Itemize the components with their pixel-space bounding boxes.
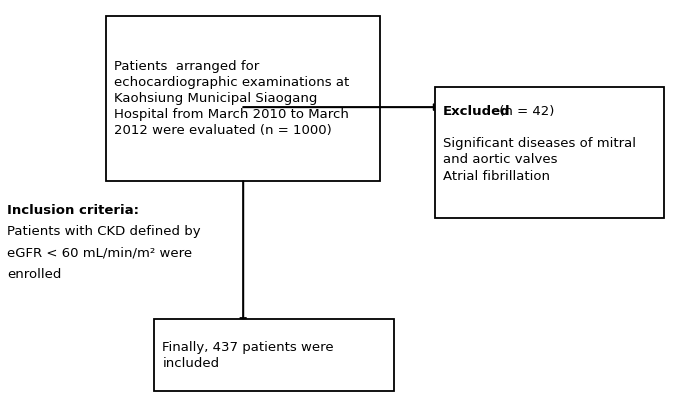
- Text: Finally, 437 patients were
included: Finally, 437 patients were included: [162, 341, 334, 370]
- Text: eGFR < 60 mL/min/m² were: eGFR < 60 mL/min/m² were: [7, 247, 192, 260]
- Text: (n = 42): (n = 42): [495, 105, 554, 118]
- Text: Inclusion criteria:: Inclusion criteria:: [7, 204, 139, 217]
- Text: Patients  arranged for
echocardiographic examinations at
Kaohsiung Municipal Sia: Patients arranged for echocardiographic …: [114, 61, 349, 137]
- FancyBboxPatch shape: [435, 87, 664, 218]
- Text: enrolled: enrolled: [7, 268, 61, 281]
- FancyBboxPatch shape: [106, 16, 380, 181]
- FancyBboxPatch shape: [154, 319, 394, 391]
- Text: Patients with CKD defined by: Patients with CKD defined by: [7, 225, 201, 239]
- Text: Excluded: Excluded: [443, 105, 511, 118]
- Text: Significant diseases of mitral
and aortic valves
Atrial fibrillation: Significant diseases of mitral and aorti…: [443, 137, 636, 183]
